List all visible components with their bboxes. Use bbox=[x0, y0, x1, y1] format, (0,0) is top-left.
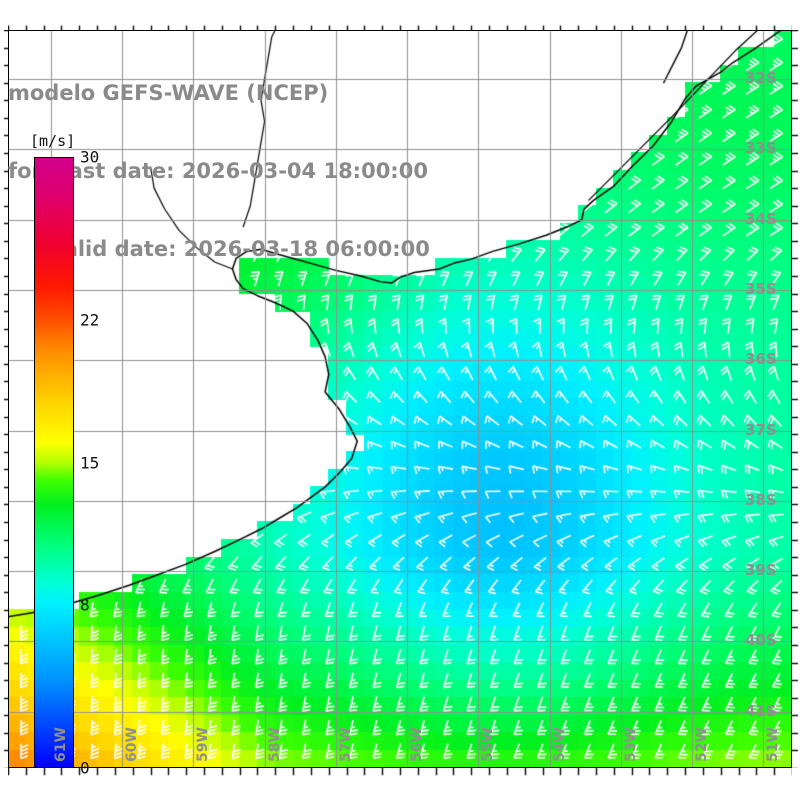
lat-label-37S: 37S bbox=[745, 420, 777, 439]
lon-label-52W: 52W bbox=[694, 727, 711, 762]
colorbar-tick-15: 15 bbox=[80, 453, 100, 472]
lon-label-55W: 55W bbox=[480, 727, 497, 762]
lat-label-35S: 35S bbox=[745, 280, 777, 299]
lon-label-60W: 60W bbox=[124, 727, 141, 762]
lon-label-56W: 56W bbox=[409, 727, 426, 762]
lon-label-51W: 51W bbox=[765, 727, 782, 762]
lat-label-34S: 34S bbox=[745, 209, 777, 228]
map-plot-area[interactable] bbox=[8, 30, 792, 768]
lon-label-53W: 53W bbox=[622, 727, 639, 762]
graticule-grid bbox=[8, 30, 792, 768]
lon-label-57W: 57W bbox=[337, 727, 354, 762]
lon-label-58W: 58W bbox=[266, 727, 283, 762]
colorbar-units-label: [m/s] bbox=[30, 132, 76, 150]
colorbar-tick-8: 8 bbox=[80, 595, 90, 615]
colorbar-tick-22: 22 bbox=[80, 310, 100, 330]
lat-label-41S: 41S bbox=[745, 701, 777, 720]
lon-label-61W: 61W bbox=[52, 727, 69, 762]
bottom-tick-rail bbox=[8, 768, 792, 780]
lat-label-40S: 40S bbox=[745, 631, 777, 650]
right-tick-rail bbox=[792, 30, 800, 768]
colorbar-gradient[interactable] bbox=[34, 157, 74, 768]
forecast-date: forecast date: 2026-03-04 18:00:00 bbox=[8, 159, 428, 183]
lat-label-36S: 36S bbox=[745, 350, 777, 369]
lat-label-33S: 33S bbox=[745, 139, 777, 158]
lon-label-59W: 59W bbox=[195, 727, 212, 762]
figure-title-block: modelo GEFS-WAVE (NCEP) forecast date: 2… bbox=[8, 28, 608, 314]
lat-label-39S: 39S bbox=[745, 561, 777, 580]
model-title: modelo GEFS-WAVE (NCEP) bbox=[8, 81, 329, 105]
lat-label-32S: 32S bbox=[745, 69, 777, 88]
colorbar-tick-0: 0 bbox=[80, 758, 90, 778]
colorbar-tick-30: 30 bbox=[80, 147, 100, 167]
lat-label-38S: 38S bbox=[745, 490, 777, 509]
lon-label-54W: 54W bbox=[551, 727, 568, 762]
valid-date: valid date: 2026-03-18 06:00:00 bbox=[50, 237, 430, 261]
